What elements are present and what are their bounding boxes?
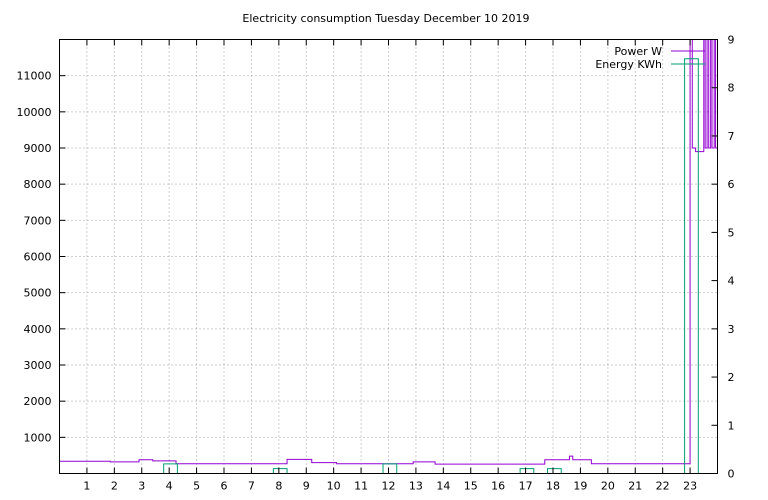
x-tick-label: 10 <box>327 480 341 493</box>
y2-tick-label: 4 <box>728 275 735 288</box>
x-tick-label: 17 <box>519 480 533 493</box>
x-tick-label: 15 <box>464 480 478 493</box>
legend-label: Power W <box>614 45 662 58</box>
plot-series <box>59 39 718 474</box>
x-tick-label: 13 <box>409 480 423 493</box>
chart-title: Electricity consumption Tuesday December… <box>242 12 529 25</box>
series-power-w-line <box>59 39 718 465</box>
y-tick-label: 9000 <box>24 142 52 155</box>
grid <box>59 39 718 474</box>
y2-tick-label: 3 <box>728 323 735 336</box>
x-tick-label: 2 <box>111 480 118 493</box>
y2-axis: 0 1 2 3 4 5 6 7 8 9 <box>711 34 735 481</box>
y-tick-label: 2000 <box>24 395 52 408</box>
x-tick-label: 6 <box>221 480 228 493</box>
x-tick-label: 9 <box>303 480 310 493</box>
y2-tick-label: 5 <box>728 226 735 239</box>
series-energy-kwh-line <box>163 58 699 474</box>
y-tick-label: 3000 <box>24 359 52 372</box>
x-tick-label: 5 <box>193 480 200 493</box>
y-tick-label: 1000 <box>24 431 52 444</box>
y2-tick-label: 2 <box>728 371 735 384</box>
x-tick-label: 23 <box>683 480 697 493</box>
x-tick-label: 11 <box>354 480 368 493</box>
y2-tick-label: 1 <box>728 419 735 432</box>
y2-tick-label: 7 <box>728 130 735 143</box>
x-tick-label: 12 <box>382 480 396 493</box>
x-tick-label: 22 <box>656 480 670 493</box>
x-tick-label: 21 <box>628 480 642 493</box>
x-tick-label: 4 <box>166 480 173 493</box>
y2-tick-label: 8 <box>728 82 735 95</box>
legend-label: Energy KWh <box>595 58 662 71</box>
x-tick-label: 8 <box>275 480 282 493</box>
x-axis: 1 2 3 4 5 6 7 8 9 10 11 12 13 14 15 16 17 18 19 20 21 22 23 <box>83 39 697 493</box>
x-tick-label: 19 <box>573 480 587 493</box>
x-tick-label: 14 <box>436 480 450 493</box>
y2-tick-label: 9 <box>728 34 735 47</box>
x-tick-label: 20 <box>601 480 615 493</box>
y-axis: 1000 2000 3000 4000 5000 6000 7000 8000 9000 1000… <box>17 70 66 444</box>
x-tick-label: 1 <box>83 480 90 493</box>
y-tick-label: 7000 <box>24 214 52 227</box>
y-tick-label: 10000 <box>17 106 52 119</box>
x-tick-label: 18 <box>546 480 560 493</box>
y-tick-label: 8000 <box>24 178 52 191</box>
y2-tick-label: 0 <box>728 468 735 481</box>
x-tick-label: 3 <box>138 480 145 493</box>
y-tick-label: 5000 <box>24 287 52 300</box>
y2-tick-label: 6 <box>728 178 735 191</box>
x-tick-label: 16 <box>491 480 505 493</box>
y-tick-label: 6000 <box>24 251 52 264</box>
x-tick-label: 7 <box>248 480 255 493</box>
y-tick-label: 4000 <box>24 323 52 336</box>
y-tick-label: 11000 <box>17 70 52 83</box>
